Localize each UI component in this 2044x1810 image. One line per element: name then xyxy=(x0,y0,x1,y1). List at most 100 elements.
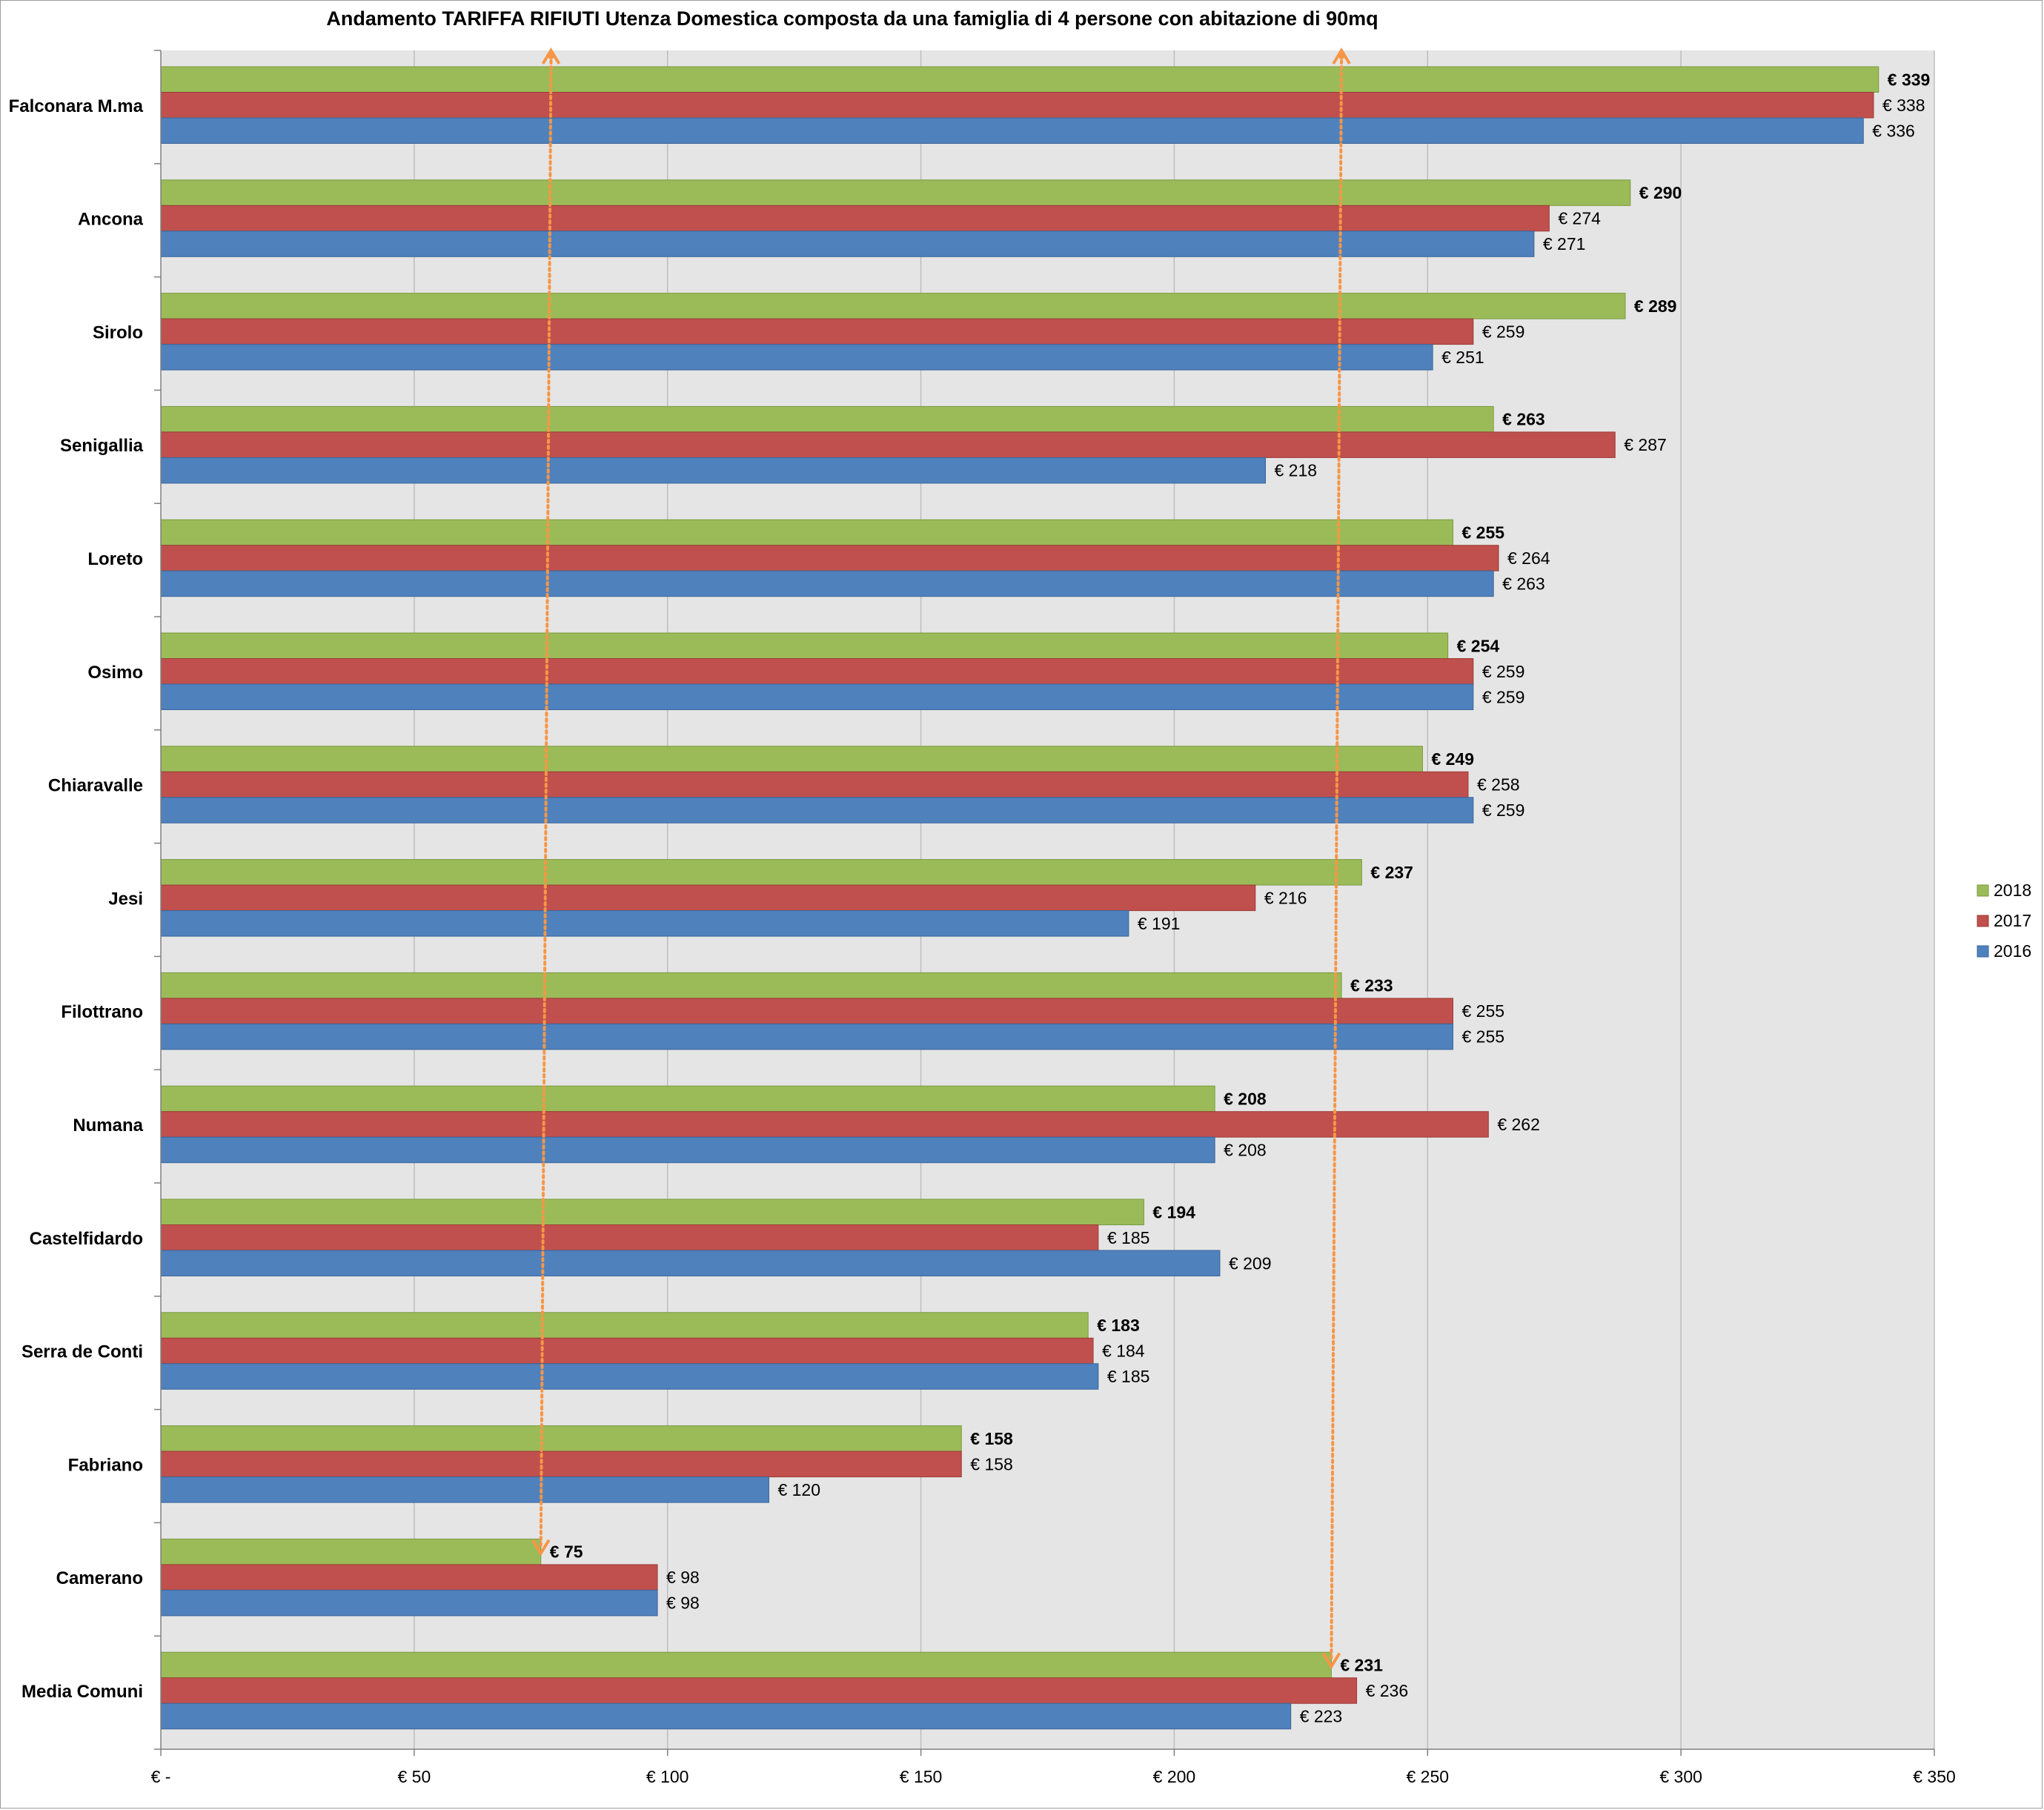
value-label-jesi-2017: € 216 xyxy=(1264,888,1307,907)
bar-loreto-2017 xyxy=(160,545,1499,571)
bar-camerano-2017 xyxy=(160,1564,658,1591)
value-label-castelfidardo-2017: € 185 xyxy=(1107,1228,1150,1247)
category-label-fabriano: Fabriano xyxy=(68,1455,143,1475)
axes: € - € 50 € 100 € 150 € 200 € 250 € 300 € 350 xyxy=(151,50,1956,1786)
value-label-camerano-2016: € 98 xyxy=(666,1594,700,1613)
x-tick-label: € 50 xyxy=(397,1767,431,1786)
value-label-ancona-2016: € 271 xyxy=(1543,234,1586,253)
category-label-sirolo: Sirolo xyxy=(93,322,143,342)
bar-sirolo-2017 xyxy=(160,318,1474,345)
value-label-osimo-2017: € 259 xyxy=(1482,662,1525,681)
bar-filottrano-2017 xyxy=(160,998,1453,1024)
value-label-serra-de-conti-2016: € 185 xyxy=(1107,1367,1150,1386)
bar-castelfidardo-2016 xyxy=(160,1250,1221,1276)
bar-camerano-2018 xyxy=(160,1538,542,1565)
value-label-camerano-2017: € 98 xyxy=(666,1568,700,1587)
x-tick-label: € 150 xyxy=(900,1767,943,1786)
value-label-falconara-m-ma-2016: € 336 xyxy=(1872,121,1915,140)
value-label-camerano-2018: € 75 xyxy=(550,1542,583,1562)
annotation-arrow-line-1 xyxy=(539,59,553,1548)
bar-senigallia-2016 xyxy=(160,457,1266,484)
value-label-ancona-2018: € 290 xyxy=(1639,183,1682,202)
category-label-media-comuni: Media Comuni xyxy=(21,1682,143,1702)
value-label-serra-de-conti-2018: € 183 xyxy=(1097,1316,1140,1335)
annotation-arrowhead-up-2 xyxy=(1332,47,1351,65)
x-tick-label: € 350 xyxy=(1913,1767,1956,1786)
category-label-falconara-m-ma: Falconara M.ma xyxy=(9,96,144,116)
bar-media-comuni-2017 xyxy=(160,1677,1358,1704)
value-label-loreto-2018: € 255 xyxy=(1461,523,1504,542)
legend: 2018 2017 2016 xyxy=(1977,881,2031,961)
bar-jesi-2017 xyxy=(160,884,1256,912)
x-tick-label: € 250 xyxy=(1407,1767,1450,1786)
category-label-serra-de-conti: Serra de Conti xyxy=(21,1342,143,1362)
category-label-loreto: Loreto xyxy=(87,549,143,569)
bar-osimo-2016 xyxy=(160,683,1474,710)
bar-ancona-2016 xyxy=(160,231,1535,257)
bar-serra-de-conti-2017 xyxy=(160,1337,1094,1365)
value-label-loreto-2016: € 263 xyxy=(1502,574,1545,593)
annotation-arrowhead-up-1 xyxy=(541,47,561,65)
category-label-numana: Numana xyxy=(73,1115,143,1136)
bar-filottrano-2018 xyxy=(160,972,1342,999)
value-label-chiaravalle-2018: € 249 xyxy=(1431,749,1474,769)
annotation-arrowhead-down-1 xyxy=(531,1539,551,1557)
value-label-fabriano-2018: € 158 xyxy=(970,1429,1013,1448)
value-label-numana-2016: € 208 xyxy=(1224,1140,1267,1159)
bar-fabriano-2016 xyxy=(160,1476,769,1503)
x-tick-label: € 200 xyxy=(1153,1767,1196,1786)
category-label-osimo: Osimo xyxy=(87,663,143,683)
value-label-sirolo-2018: € 289 xyxy=(1634,296,1677,316)
x-tick-label: € 300 xyxy=(1659,1767,1702,1786)
legend-swatch-2017 xyxy=(1977,915,1989,927)
bar-osimo-2017 xyxy=(160,658,1474,685)
value-label-castelfidardo-2016: € 209 xyxy=(1229,1253,1272,1273)
annotation-arrow-line-2 xyxy=(1330,59,1344,1661)
labels: € 339 € 338 € 336 Falconara M.ma € 290 € 274 €… xyxy=(9,70,1931,1726)
bar-chiaravalle-2018 xyxy=(160,746,1423,772)
annotation-arrow-dot-1 xyxy=(548,53,554,59)
category-label-ancona: Ancona xyxy=(78,210,144,230)
value-label-jesi-2016: € 191 xyxy=(1138,914,1181,933)
value-label-media-comuni-2016: € 223 xyxy=(1300,1706,1343,1726)
bar-falconara-m-ma-2017 xyxy=(160,92,1874,119)
category-label-chiaravalle: Chiaravalle xyxy=(48,776,143,796)
bar-serra-de-conti-2018 xyxy=(160,1312,1089,1339)
bar-chiaravalle-2016 xyxy=(160,797,1474,823)
value-label-jesi-2018: € 237 xyxy=(1370,863,1413,882)
category-label-camerano: Camerano xyxy=(56,1568,143,1588)
value-label-sirolo-2016: € 251 xyxy=(1441,348,1484,367)
x-tick-label: € 100 xyxy=(646,1767,689,1786)
bar-numana-2016 xyxy=(160,1136,1215,1164)
bar-loreto-2016 xyxy=(160,570,1494,597)
value-label-numana-2018: € 208 xyxy=(1224,1089,1267,1108)
value-label-numana-2017: € 262 xyxy=(1497,1115,1540,1134)
bar-media-comuni-2018 xyxy=(160,1651,1332,1679)
bar-sirolo-2016 xyxy=(160,344,1433,371)
bar-jesi-2018 xyxy=(160,859,1362,886)
value-label-serra-de-conti-2017: € 184 xyxy=(1102,1342,1145,1361)
annotation-arrowhead-down-2 xyxy=(1321,1652,1341,1670)
value-label-senigallia-2017: € 287 xyxy=(1624,435,1667,454)
value-label-media-comuni-2018: € 231 xyxy=(1340,1655,1383,1674)
annotation-arrow-dot-2 xyxy=(1338,53,1345,59)
bar-senigallia-2017 xyxy=(160,431,1616,458)
bar-media-comuni-2016 xyxy=(160,1703,1292,1730)
legend-label-2018: 2018 xyxy=(1994,881,2031,900)
bar-osimo-2018 xyxy=(160,632,1449,659)
bar-fabriano-2018 xyxy=(160,1425,962,1452)
bar-sirolo-2018 xyxy=(160,293,1626,319)
bar-castelfidardo-2018 xyxy=(160,1199,1144,1225)
value-label-filottrano-2017: € 255 xyxy=(1461,1001,1504,1021)
bar-castelfidardo-2017 xyxy=(160,1224,1099,1251)
bar-fabriano-2017 xyxy=(160,1451,962,1478)
bar-numana-2017 xyxy=(160,1111,1489,1138)
bar-numana-2018 xyxy=(160,1085,1215,1113)
bar-loreto-2018 xyxy=(160,519,1453,546)
x-tick-label: € - xyxy=(151,1767,171,1786)
value-label-falconara-m-ma-2017: € 338 xyxy=(1882,96,1925,115)
value-label-fabriano-2017: € 158 xyxy=(970,1454,1013,1473)
value-label-chiaravalle-2017: € 258 xyxy=(1477,775,1520,795)
annotations xyxy=(531,47,1351,1670)
